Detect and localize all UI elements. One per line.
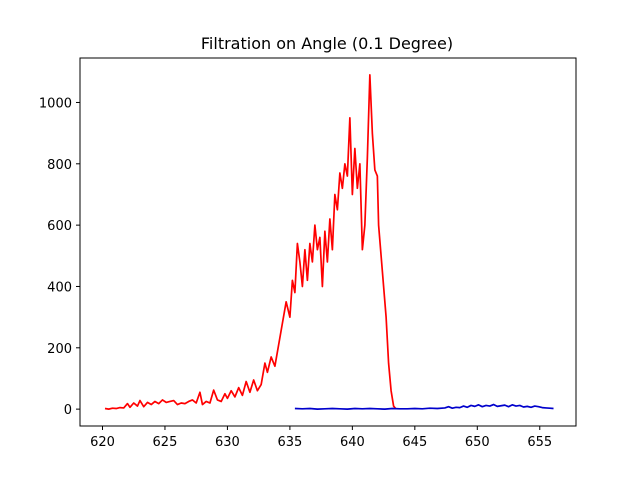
y-tick-label: 800 xyxy=(47,158,72,173)
x-tick-label: 645 xyxy=(402,435,427,450)
y-tick-label: 1000 xyxy=(39,96,72,111)
x-tick-label: 650 xyxy=(465,435,490,450)
y-tick-label: 600 xyxy=(47,219,72,234)
x-tick-label: 625 xyxy=(153,435,178,450)
plot-area: 620 625 630 635 640 645 650 655 0 200 400 600 800 10… xyxy=(39,57,577,450)
series-layer xyxy=(104,74,554,410)
series-line-2 xyxy=(294,403,554,410)
chart-title: Filtration on Angle (0.1 Degree) xyxy=(201,34,453,53)
x-axis: 620 625 630 635 640 645 650 655 xyxy=(90,426,552,450)
x-tick-label: 620 xyxy=(90,435,115,450)
x-tick-label: 655 xyxy=(527,435,552,450)
x-tick-label: 640 xyxy=(340,435,365,450)
x-tick-label: 630 xyxy=(215,435,240,450)
y-axis: 0 200 400 600 800 1000 xyxy=(39,96,80,418)
y-tick-label: 200 xyxy=(47,342,72,357)
series-line-1 xyxy=(104,74,397,410)
x-tick-label: 635 xyxy=(277,435,302,450)
axes-frame xyxy=(79,57,577,427)
y-tick-label: 0 xyxy=(64,403,72,418)
y-tick-label: 400 xyxy=(47,280,72,295)
